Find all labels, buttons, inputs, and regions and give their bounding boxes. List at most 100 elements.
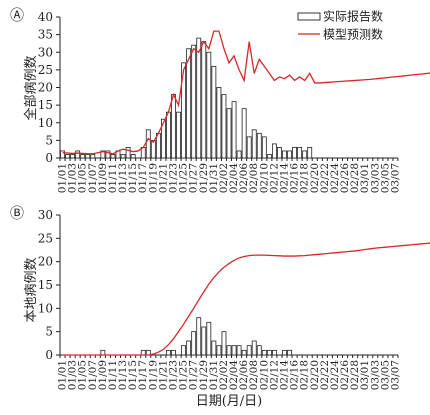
panel-a-bar [216,87,222,159]
panel-a-x-tick-label: 02/26 [339,163,351,194]
panel-a-bar [302,150,308,159]
panel-a-x-tick-label: 03/05 [379,163,391,193]
panel-a-bar [145,129,151,159]
panel-b-x-tick-label: 02/18 [299,360,311,390]
panel-b-x-tick-label: 01/13 [117,360,129,390]
panel-b-x-tick-label: 02/28 [349,360,361,390]
panel-a-bar [176,111,181,159]
panel-a-x-tick-label: 01/13 [117,163,129,193]
panel-a-y-tick-label: 5 [45,133,53,147]
panel-b-bar [166,349,171,356]
panel-a-x-tick-label: 01/17 [137,163,149,193]
panel-a-x-tick-label: 03/07 [389,163,401,193]
panel-b-bar [216,345,222,356]
panel-a-bar [120,154,126,159]
panel-a-bar [125,147,131,159]
legend-model-label: 模型预测数 [323,27,383,42]
panel-a-bar [241,108,247,159]
panel-b-x-tick-label: 01/31 [208,360,220,390]
panel-b-bar [256,345,262,356]
panel-b-bar [196,317,202,356]
panel-b-x-tick-label: 02/20 [309,360,321,390]
panel-a-model-line [62,30,430,155]
panel-a-bar [256,132,262,159]
legend-reported-label: 实际报告数 [323,9,383,24]
panel-a-bar [181,62,187,159]
panel-a-x-tick-label: 02/28 [349,163,361,193]
panel-a-bar [277,147,282,159]
panel-a-x-tick-label: 02/16 [289,163,301,194]
panel-a-x-tick-label: 02/12 [268,163,280,193]
panel-a-y-tick-label: 30 [38,45,53,59]
panel-b-x-tick-label: 02/24 [329,360,341,391]
panel-a-x-tick-label: 02/10 [258,163,270,193]
panel-a-x-tick-label: 01/05 [77,163,89,193]
panel-b-bar [287,349,292,356]
panel-a-bar [282,150,287,159]
panel-a-bar [226,108,232,159]
panel-a-bar [231,101,237,159]
panel-a-bar [160,118,166,159]
panel-a-bar [271,143,277,159]
panel-a-bar [110,154,116,159]
panel-b-bar [201,326,207,356]
panel-a-bar [251,129,257,159]
panel-b-bar [282,349,287,356]
panel-a-bar [186,48,192,159]
panel-b-bar [266,349,272,356]
panel-b-x-tick-label: 03/05 [379,360,391,390]
panel-a-bar [171,94,176,159]
panel-a-x-tick-label: 02/20 [309,163,321,193]
panel-a-plot: 0 5 10 15 20 25 30 35 40 01/0101/0301/0501/0701/0… [38,10,430,193]
panel-a-x-tick-label: 02/22 [319,163,331,193]
panel-a-y-tick-label: 10 [38,116,53,130]
panel-a-x-tick-label: 01/23 [168,163,180,193]
panel-b-bar [241,349,247,356]
panel-a-y-tick-label: 25 [38,63,53,77]
panel-a-bar [261,136,267,159]
panel-b-x-tick-label: 02/04 [228,360,240,391]
panel-b-x-tick-label: 01/19 [147,360,159,390]
panel-b-y-tick-label: 25 [38,231,53,245]
panel-b-x-tick-label: 02/12 [268,360,280,390]
panel-b-bar [171,349,176,356]
panel-a-x-tick-label: 01/19 [147,163,159,193]
panel-a-bar [287,150,292,159]
panel-a-x-tick-label: 02/02 [218,163,230,193]
panel-b-y-tick-label: 0 [45,348,53,362]
panel-b-plot: 05101520253001/0101/0301/0501/0701/0901/… [38,208,430,390]
panel-b-bar [231,345,237,356]
panel-b-label: Ⓑ [10,206,24,222]
panel-a-x-tick-label: 02/08 [248,163,260,193]
panel-a-x-tick-label: 02/06 [238,163,250,194]
panel-a-bar [266,154,272,159]
panel-a-y-tick-label: 40 [38,10,53,24]
panel-a-bar [166,111,171,159]
panel-b-x-tick-label: 01/11 [107,360,119,390]
panel-b-bar [191,331,197,356]
panel-a-bar [105,150,111,159]
panel-b-x-tick-label: 01/23 [168,360,180,390]
panel-b-bar [181,345,187,356]
panel-a-label: Ⓐ [10,8,24,24]
panel-b-x-tick-label: 02/16 [289,360,301,391]
panel-a-y-tick-label: 15 [38,98,53,112]
panel-a-bar [70,154,76,159]
panel-b-y-tick-label: 5 [45,325,53,339]
panel-b-bar [186,340,192,356]
panel-a-bar [246,136,252,159]
panel-a-x-tick-label: 01/25 [178,163,190,193]
panel-b-x-tick-label: 01/15 [127,360,139,390]
panel-b-y-tick-label: 20 [38,255,53,269]
panel-a-bar [130,154,136,159]
panel-a-x-tick-label: 01/07 [87,163,99,193]
panel-b-bar [211,340,217,356]
panel-a-bar [236,150,242,159]
panel-a-bar [201,41,207,159]
panel-a-y-tick-label: 20 [38,81,53,95]
panel-b-y-tick-label: 10 [38,301,53,315]
panel-a-x-tick-label: 03/01 [359,163,371,193]
panel-b-bar [271,349,277,356]
panel-a-bar [292,147,297,159]
